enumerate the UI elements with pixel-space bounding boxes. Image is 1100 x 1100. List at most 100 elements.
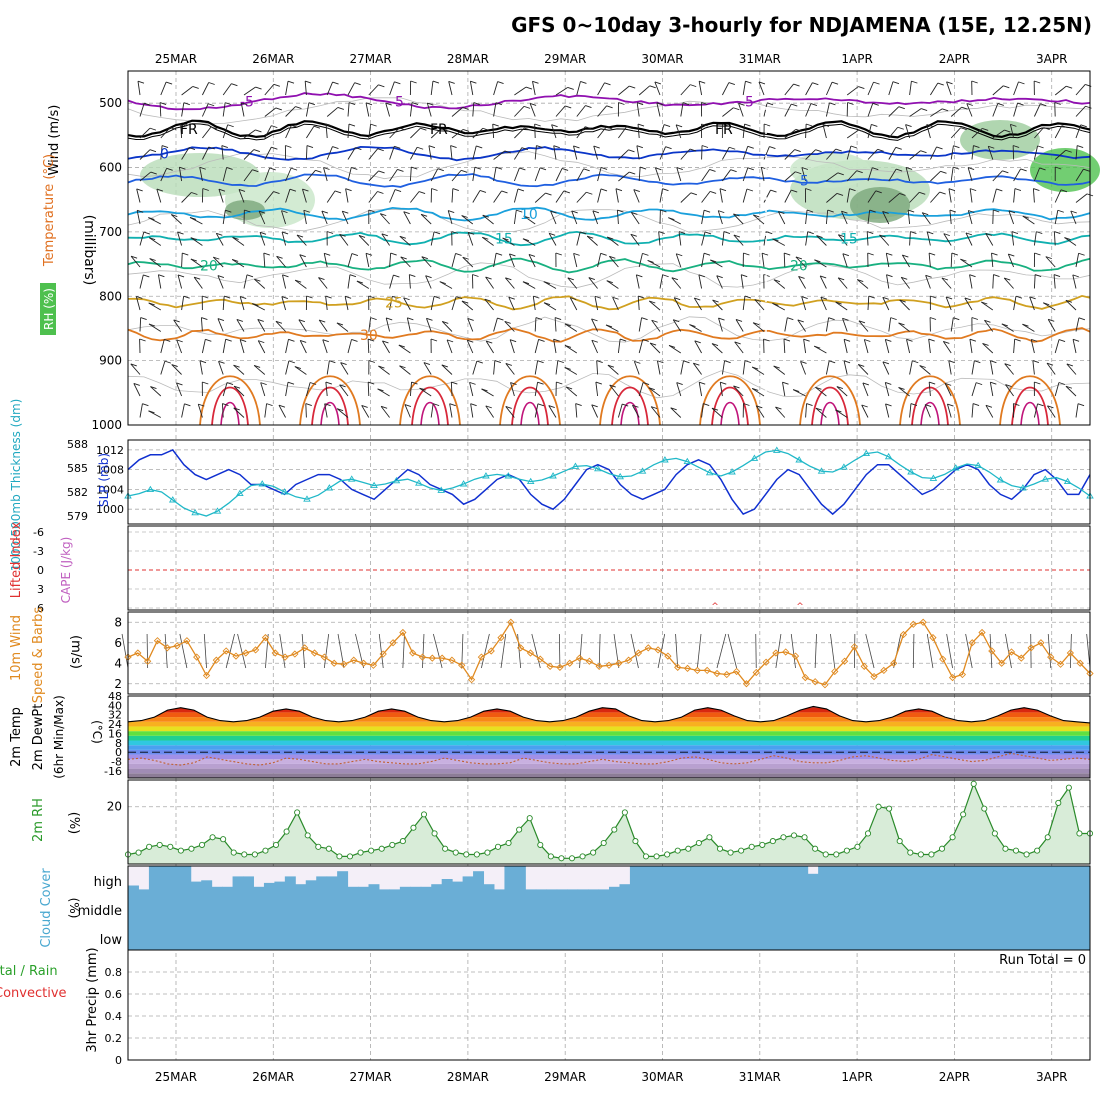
rh-point (812, 845, 819, 852)
wind-barb (825, 82, 833, 96)
wind-barb (233, 385, 241, 389)
wind-barb (710, 259, 723, 268)
wind-barb (843, 339, 848, 354)
precip-tick-label: 0.8 (105, 966, 123, 979)
wind-barb (797, 319, 806, 332)
wind-barb (991, 252, 998, 256)
wind-barb (649, 342, 657, 346)
wind-barb (1065, 299, 1073, 303)
wind-barb (1045, 256, 1052, 260)
rh-point (833, 851, 840, 858)
wind-barb (969, 338, 977, 342)
cloud-high-bar (525, 889, 537, 892)
thickness-point (817, 467, 826, 474)
wind-barb (426, 102, 432, 117)
bottom-date-label: 3APR (1036, 1070, 1067, 1084)
wind-barb (843, 360, 851, 364)
wind-barb (347, 102, 350, 117)
precip-tick-label: 0.6 (105, 988, 123, 1001)
wind-barb (334, 190, 342, 194)
wind-barb (468, 231, 475, 235)
wind-barb (285, 382, 289, 397)
wind-barb (930, 295, 937, 299)
wind-barb (672, 319, 682, 332)
wind-barb (315, 169, 322, 173)
wind-barb (239, 339, 247, 342)
wind-speed-point (752, 668, 760, 677)
wind-barb (534, 317, 537, 332)
wind-barb (208, 103, 215, 107)
temp-tick-label: 48 (108, 690, 122, 703)
wind-speed-point (399, 628, 407, 637)
wind-barb (160, 127, 171, 139)
rh-legend-swatch (40, 283, 56, 335)
wind-barb (326, 231, 334, 234)
wind-barb (198, 403, 205, 407)
wind-barb (801, 167, 809, 170)
wind-barb (287, 80, 295, 84)
wind-barb (332, 146, 339, 149)
wind-barb (722, 82, 730, 96)
wind-barb (1047, 405, 1056, 418)
wind-speed-point (409, 649, 417, 657)
cloud-high-bar (452, 881, 464, 892)
wind-barb (368, 191, 378, 203)
temp-band (128, 759, 1090, 764)
wind-barb (945, 296, 952, 311)
wind-barb (701, 191, 711, 203)
wind-barb (493, 81, 499, 96)
wind-barb (575, 403, 578, 418)
rh-point (410, 824, 417, 831)
wind-barb (271, 146, 278, 150)
wind10m-unit-label: (m/s) (68, 635, 83, 669)
rh-point (378, 845, 385, 852)
wind-barb (336, 322, 349, 332)
wind-barb (281, 231, 289, 235)
rh-area (128, 783, 1090, 864)
cloud-high-bar (598, 889, 610, 892)
rh-point (1002, 845, 1009, 852)
wind-barb (149, 258, 156, 261)
cloud-high-bar (1006, 866, 1018, 892)
wind-barb (254, 278, 266, 289)
wind-barb (222, 102, 226, 117)
wind-barb (805, 231, 809, 246)
cloud-high-bar (682, 866, 694, 892)
cloud-high-bar (263, 882, 275, 892)
wind-barb (472, 145, 477, 160)
cloud-high-bar (504, 866, 516, 892)
wind-barb (389, 81, 395, 96)
wind-barb (480, 633, 490, 669)
wind-barb (805, 123, 807, 139)
wind-barb (924, 404, 931, 418)
wind-barb (121, 633, 129, 669)
wind-barb (720, 381, 727, 385)
wind-barb (365, 252, 373, 256)
wind-barb (862, 382, 870, 386)
wind-barb (937, 82, 944, 86)
wind-barb (865, 633, 875, 669)
wind-barb (989, 360, 994, 375)
isotherm-loop (311, 386, 349, 426)
wind-barb (701, 210, 705, 225)
wind-barb (898, 386, 905, 390)
isotherm-line (127, 294, 1091, 311)
wind-barb (199, 167, 203, 182)
wind-barb (409, 167, 412, 182)
wind-speed-point (929, 633, 937, 642)
wind-barb (949, 209, 957, 213)
wind-barb (656, 102, 661, 117)
rh-point (642, 853, 650, 860)
wind-barb (318, 319, 328, 332)
wind-barb (208, 82, 215, 85)
wind-barb (534, 123, 541, 127)
wind-barb (402, 633, 405, 669)
wind-barb (260, 382, 267, 386)
wind-barb (943, 233, 952, 246)
wind-barb (531, 633, 541, 669)
cloud-high-bar (567, 889, 579, 892)
wind-barb (929, 381, 936, 385)
wind-barb (863, 339, 869, 354)
isotherm-loop (411, 386, 449, 426)
wind-barb (825, 102, 830, 117)
